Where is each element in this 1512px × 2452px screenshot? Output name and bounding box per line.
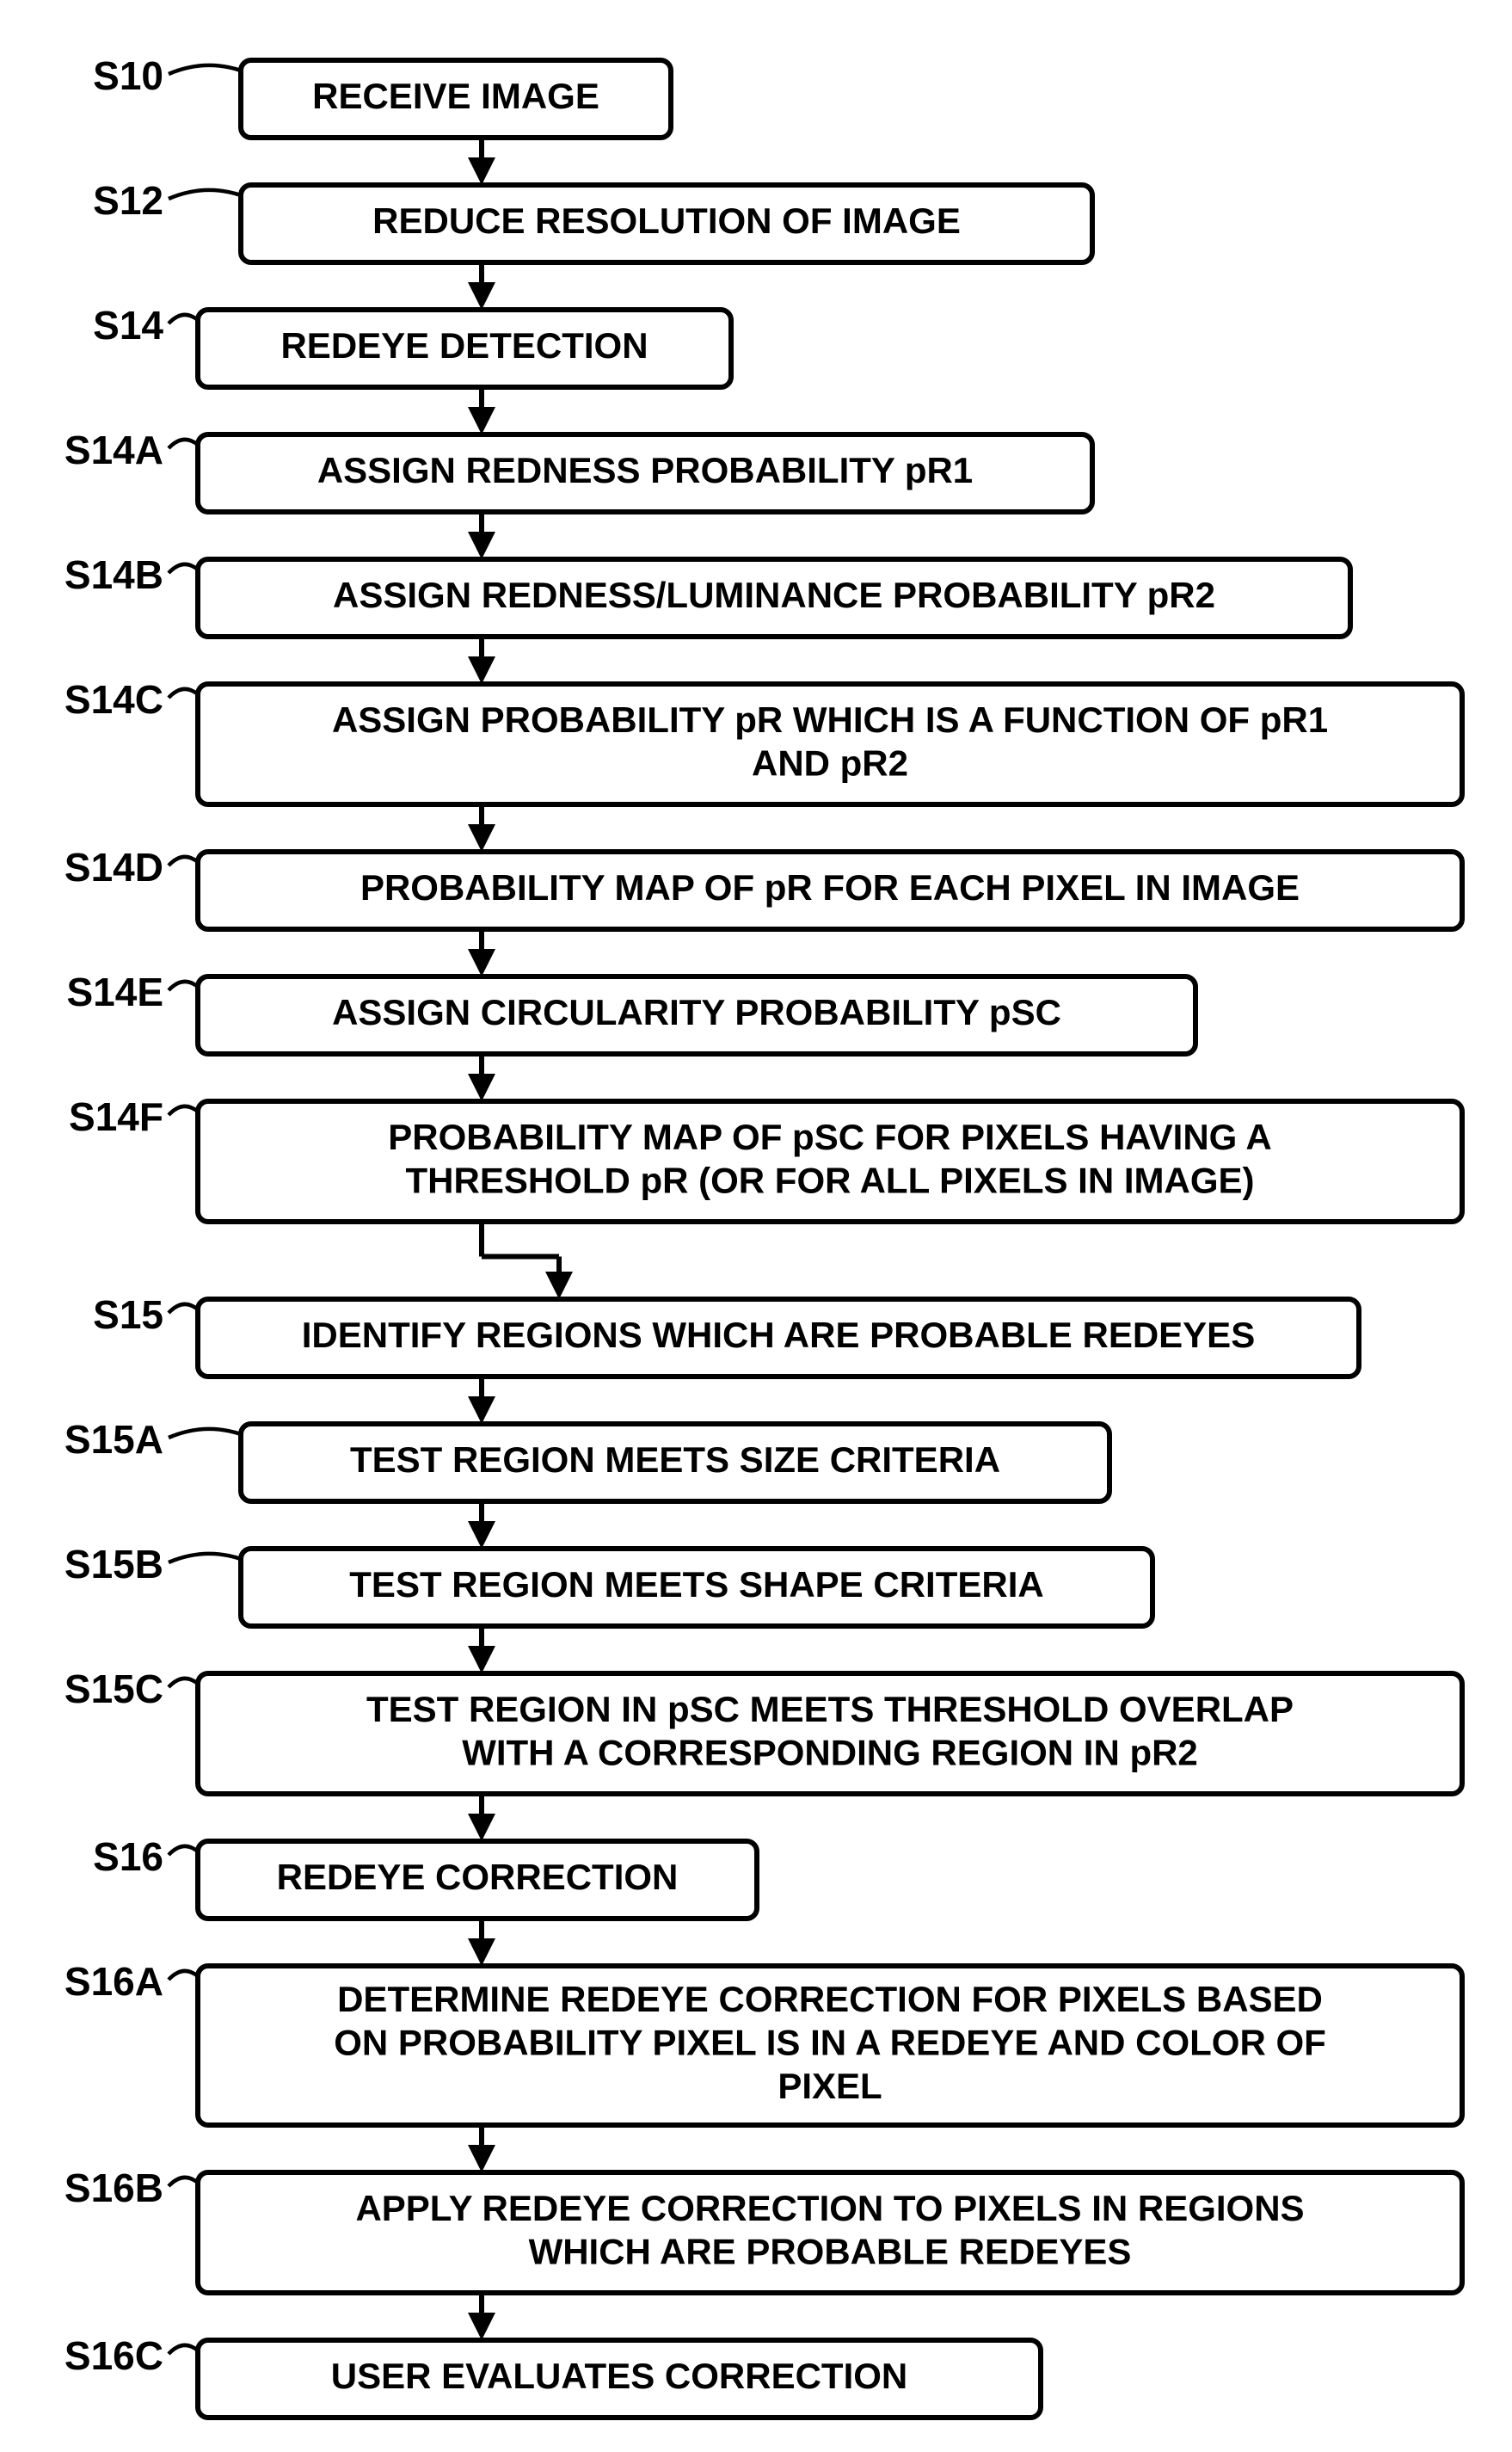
step-text: TEST REGION MEETS SIZE CRITERIA: [350, 1439, 1000, 1480]
step-label: S15C: [65, 1666, 163, 1711]
step-text: PROBABILITY MAP OF pR FOR EACH PIXEL IN …: [360, 867, 1300, 908]
step-text: PROBABILITY MAP OF pSC FOR PIXELS HAVING…: [388, 1117, 1272, 1157]
step-text: ASSIGN REDNESS/LUMINANCE PROBABILITY pR2: [333, 575, 1215, 615]
step-label: S15: [93, 1292, 163, 1337]
step-text: APPLY REDEYE CORRECTION TO PIXELS IN REG…: [355, 2188, 1304, 2228]
flowchart: RECEIVE IMAGE S10 REDUCE RESOLUTION OF IMA…: [0, 0, 1512, 2452]
step-text: ON PROBABILITY PIXEL IS IN A REDEYE AND …: [334, 2023, 1326, 2063]
step-text: REDUCE RESOLUTION OF IMAGE: [372, 200, 961, 241]
step-label: S16C: [65, 2333, 163, 2378]
step-label: S14F: [69, 1094, 163, 1139]
step-label: S10: [93, 53, 163, 98]
step-label: S14A: [65, 428, 163, 472]
step-text: USER EVALUATES CORRECTION: [331, 2356, 907, 2396]
step-text: TEST REGION MEETS SHAPE CRITERIA: [349, 1564, 1043, 1605]
step-text: ASSIGN PROBABILITY pR WHICH IS A FUNCTIO…: [332, 699, 1328, 740]
step-label: S14D: [65, 845, 163, 890]
step-label: S15B: [65, 1542, 163, 1586]
step-text: THRESHOLD pR (OR FOR ALL PIXELS IN IMAGE…: [406, 1160, 1255, 1200]
step-label: S14E: [66, 970, 163, 1014]
step-label: S14B: [65, 552, 163, 597]
step-label: S12: [93, 178, 163, 223]
step-text: PIXEL: [778, 2066, 882, 2106]
step-text: REDEYE CORRECTION: [277, 1857, 679, 1897]
step-text: ASSIGN REDNESS PROBABILITY pR1: [317, 450, 973, 490]
step-text: RECEIVE IMAGE: [312, 76, 599, 116]
step-text: DETERMINE REDEYE CORRECTION FOR PIXELS B…: [337, 1979, 1323, 2019]
step-label: S14: [93, 303, 163, 348]
step-text: REDEYE DETECTION: [280, 325, 648, 366]
step-text: AND pR2: [752, 742, 908, 783]
step-text: ASSIGN CIRCULARITY PROBABILITY pSC: [332, 992, 1061, 1032]
step-label: S16B: [65, 2166, 163, 2210]
step-text: WHICH ARE PROBABLE REDEYES: [529, 2231, 1132, 2271]
step-label: S16: [93, 1834, 163, 1879]
step-label: S16A: [65, 1959, 163, 2004]
step-label: S14C: [65, 677, 163, 722]
step-label: S15A: [65, 1417, 163, 1462]
step-text: WITH A CORRESPONDING REGION IN pR2: [462, 1732, 1198, 1772]
step-text: IDENTIFY REGIONS WHICH ARE PROBABLE REDE…: [302, 1315, 1255, 1355]
step-text: TEST REGION IN pSC MEETS THRESHOLD OVERL…: [366, 1689, 1294, 1729]
